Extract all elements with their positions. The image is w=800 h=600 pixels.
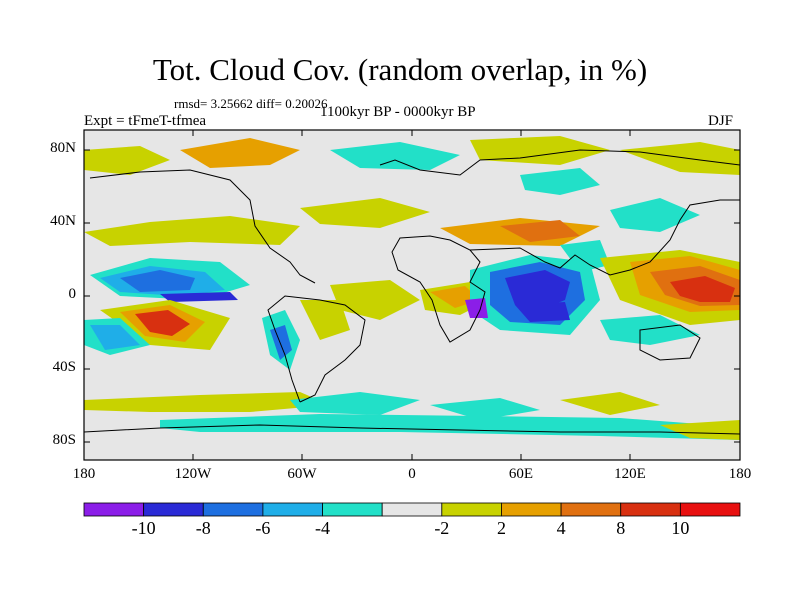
lon-label-180e: 180: [728, 466, 752, 482]
colorbar-label: 10: [671, 518, 690, 538]
colorbar-box: [143, 502, 204, 517]
lat-label-80n: 80N: [50, 140, 76, 156]
lat-label-40n: 40N: [50, 213, 76, 229]
colorbar-label: -6: [255, 518, 271, 538]
colorbar-label: -4: [315, 518, 331, 538]
colorbar-box: [83, 502, 145, 517]
period-label: 1100kyr BP - 0000kyr BP: [320, 104, 476, 120]
experiment-label: Expt = tFmeT-tfmea: [84, 113, 207, 129]
season-label: DJF: [708, 113, 734, 129]
colorbar-label: -2: [434, 518, 450, 538]
colorbar-box: [322, 502, 383, 517]
lon-label-60w: 60W: [287, 466, 317, 482]
lon-label-0: 0: [408, 466, 416, 482]
lat-label-0: 0: [68, 286, 77, 302]
lat-label-80s: 80S: [52, 432, 76, 448]
stats-text: rmsd= 3.25662 diff= 0.20026: [174, 96, 328, 111]
coastlines: [84, 149, 740, 435]
colorbar-box: [381, 502, 443, 517]
colorbar-label: 2: [496, 518, 506, 538]
colorbar-box: [560, 502, 622, 517]
colorbar-box: [620, 502, 681, 517]
colorbar: [83, 502, 741, 517]
colorbar-label: -8: [195, 518, 211, 538]
colorbar-label: -10: [131, 518, 156, 538]
lon-label-180w: 180: [72, 466, 96, 482]
colorbar-box: [441, 502, 502, 517]
lon-label-120w: 120W: [174, 466, 212, 482]
lon-label-60e: 60E: [508, 466, 534, 482]
colorbar-box: [202, 502, 264, 517]
colorbar-box: [262, 502, 323, 517]
colorbar-label: 8: [616, 518, 626, 538]
lat-label-40s: 40S: [52, 359, 76, 375]
map-title: Tot. Cloud Cov. (random overlap, in %): [152, 52, 648, 87]
anomaly-field: [84, 130, 740, 460]
lon-label-120e: 120E: [614, 466, 646, 482]
colorbar-box: [679, 502, 741, 517]
colorbar-box: [501, 502, 562, 517]
tick-marks: [84, 130, 740, 460]
colorbar-label: 4: [556, 518, 566, 538]
